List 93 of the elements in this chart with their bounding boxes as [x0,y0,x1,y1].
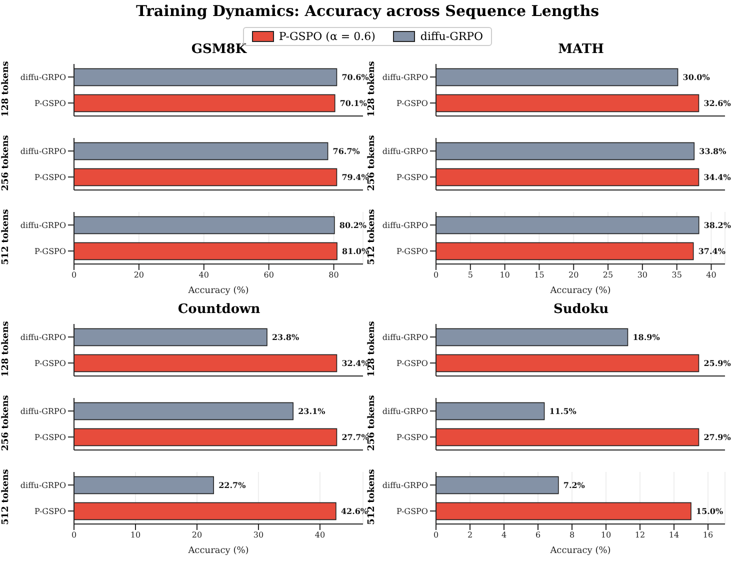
x-tick-label: 80 [328,270,339,280]
y-tick-label: diffu-GRPO [20,220,66,230]
chart-title: Sudoku [552,302,610,317]
y-axis-title: 128 tokens [367,61,377,117]
data-label: 38.2% [704,220,732,230]
x-tick-label: 20 [192,530,202,540]
y-tick-label: P-GSPO [34,98,66,108]
y-axis-title: 128 tokens [367,321,377,377]
y-axis-title: 512 tokens [1,469,11,525]
data-label: 27.9% [704,432,732,442]
data-label: 25.9% [704,358,732,368]
y-axis-title: 512 tokens [367,469,377,525]
x-tick-label: 60 [264,270,274,280]
y-tick-label: diffu-GRPO [20,72,66,82]
y-axis-title: 256 tokens [1,135,11,191]
data-label: 37.4% [698,246,726,256]
data-label: 70.1% [340,98,368,108]
x-tick-label: 0 [433,270,439,280]
data-label: 42.6% [340,506,368,516]
data-label: 22.7% [218,480,246,490]
x-tick-label: 40 [314,530,326,540]
x-tick-label: 4 [501,530,507,540]
x-tick-label: 40 [706,270,716,280]
x-tick-label: 2 [467,530,473,540]
x-tick-label: 10 [600,530,612,540]
data-label: 33.8% [699,146,727,156]
x-tick-label: 20 [568,270,579,280]
y-tick-label: diffu-GRPO [20,406,66,416]
y-tick-label: diffu-GRPO [382,406,428,416]
x-tick-label: 16 [702,530,714,540]
data-label: 76.7% [332,146,360,156]
y-tick-label: diffu-GRPO [382,480,428,490]
data-label: 23.8% [272,332,300,342]
y-tick-label: P-GSPO [396,506,428,516]
y-axis-title: 128 tokens [1,61,11,117]
data-label: 15.0% [696,506,724,516]
x-tick-label: 30 [637,270,648,280]
x-tick-label: 25 [602,270,614,280]
y-tick-label: P-GSPO [396,246,428,256]
x-axis-title: Accuracy (%) [187,286,249,296]
y-axis-title: 128 tokens [1,321,11,377]
y-axis-title: 256 tokens [1,395,11,451]
chart-title: MATH [557,42,605,57]
x-tick-label: 20 [134,270,144,280]
data-label: 7.2% [563,480,586,490]
x-tick-label: 10 [130,530,141,540]
data-label: 34.4% [704,172,732,182]
data-label: 18.9% [632,332,660,342]
text: Training Dynamics: Accuracy across Sequence Lengths [134,2,600,20]
y-tick-label: diffu-GRPO [20,480,66,490]
data-label: 80.2% [339,220,367,230]
x-tick-label: 6 [535,530,541,540]
y-tick-label: P-GSPO [34,358,66,368]
legend-label: diffu-GRPO [420,30,484,43]
x-tick-label: 14 [668,530,680,540]
data-label: 30.0% [682,72,710,82]
data-label: 32.6% [704,98,732,108]
x-tick-label: 15 [534,270,544,280]
x-tick-label: 12 [634,530,646,540]
data-label: 23.1% [298,406,326,416]
y-axis-title: 256 tokens [367,135,377,191]
x-tick-label: 35 [672,270,682,280]
x-axis-title: Accuracy (%) [187,546,249,556]
x-tick-label: 30 [253,530,264,540]
x-tick-label: 10 [500,270,510,280]
data-label: 11.5% [549,406,577,416]
y-tick-label: P-GSPO [396,172,428,182]
x-tick-label: 0 [71,530,77,540]
legend-label: P-GSPO (α = 0.6) [278,30,376,43]
x-axis-title: Accuracy (%) [549,286,611,296]
y-tick-label: P-GSPO [34,172,66,182]
x-tick-label: 8 [569,530,575,540]
y-axis-title: 256 tokens [367,395,377,451]
x-tick-label: 0 [433,530,439,540]
y-tick-label: P-GSPO [34,432,66,442]
chart-title: Countdown [176,302,262,317]
y-tick-label: diffu-GRPO [382,146,428,156]
y-tick-label: diffu-GRPO [20,146,66,156]
y-tick-label: P-GSPO [396,432,428,442]
x-tick-label: 5 [468,270,473,280]
y-axis-title: 512 tokens [1,209,11,265]
y-tick-label: P-GSPO [396,98,428,108]
chart-title: GSM8K [190,42,248,57]
x-tick-label: 0 [71,270,77,280]
y-tick-label: diffu-GRPO [382,72,428,82]
y-tick-label: P-GSPO [34,246,66,256]
y-tick-label: P-GSPO [396,358,428,368]
y-tick-label: diffu-GRPO [382,332,428,342]
y-tick-label: P-GSPO [34,506,66,516]
x-tick-label: 40 [198,270,209,280]
x-axis-title: Accuracy (%) [549,546,611,556]
y-tick-label: diffu-GRPO [20,332,66,342]
y-tick-label: diffu-GRPO [382,220,428,230]
